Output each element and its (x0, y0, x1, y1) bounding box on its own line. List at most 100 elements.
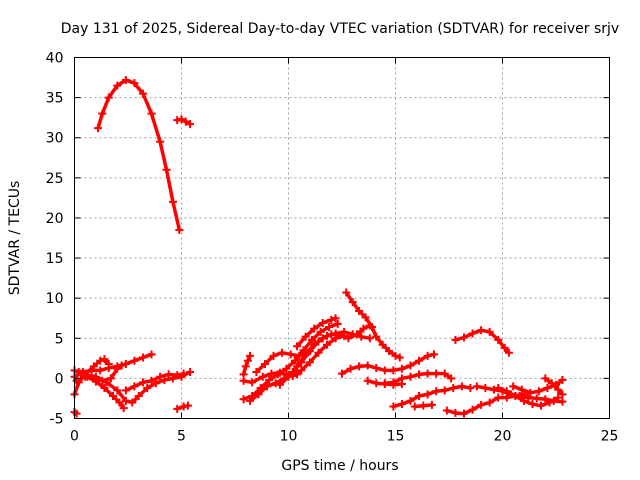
plot-frame (74, 57, 610, 419)
y-tick-label: 35 (46, 91, 64, 107)
data-point (440, 386, 449, 395)
data-point (509, 382, 518, 391)
data-point (245, 396, 254, 405)
data-point (481, 384, 490, 393)
data-point (301, 350, 310, 359)
data-point (485, 398, 494, 407)
data-point (130, 356, 139, 365)
data-point (269, 351, 278, 360)
data-point (318, 334, 327, 343)
series-line (445, 392, 526, 416)
data-point (517, 385, 526, 394)
data-point (451, 408, 460, 417)
data-point (241, 362, 250, 371)
data-point (338, 369, 346, 378)
data-point (243, 356, 252, 365)
y-tick-label: 0 (55, 371, 64, 387)
y-tick-label: -5 (50, 412, 64, 428)
data-point (558, 375, 567, 384)
data-point (423, 390, 432, 399)
series-arc-z (541, 374, 567, 399)
data-point (355, 307, 364, 316)
x-tick-label: 10 (280, 429, 298, 445)
x-tick-label: 5 (177, 429, 186, 445)
data-point (423, 369, 432, 378)
data-point (173, 404, 182, 413)
series-arc-t (410, 400, 436, 411)
data-point (380, 366, 389, 375)
data-point (162, 165, 171, 174)
series-line (344, 290, 402, 360)
data-point (74, 367, 83, 376)
data-point (432, 387, 441, 396)
data-point (100, 384, 109, 393)
data-point (305, 358, 314, 367)
data-point (365, 334, 374, 343)
data-point (106, 374, 115, 383)
data-point (357, 332, 366, 341)
data-point (547, 379, 556, 388)
data-point (293, 342, 302, 351)
data-point (378, 340, 387, 349)
data-point (391, 351, 400, 360)
data-point (543, 384, 552, 393)
series-arc-short-5h (173, 115, 195, 129)
series-arc-m (288, 331, 349, 380)
data-point (554, 393, 563, 402)
data-point (301, 332, 310, 341)
data-point (459, 333, 468, 342)
data-point (502, 387, 511, 396)
data-point (239, 395, 248, 404)
data-point (485, 327, 494, 336)
data-point (363, 376, 372, 385)
data-point (156, 137, 165, 146)
data-point (558, 397, 567, 406)
data-point (346, 364, 355, 373)
data-point (119, 404, 128, 413)
data-point (519, 396, 528, 405)
data-point (415, 392, 424, 401)
series-arc-i (239, 319, 342, 404)
data-point (327, 315, 336, 324)
data-point (252, 367, 261, 376)
data-point (541, 395, 550, 404)
data-point (348, 298, 357, 307)
data-point (282, 364, 291, 373)
series-arc-o (338, 350, 439, 378)
data-point (359, 324, 368, 333)
x-tick-label: 0 (70, 429, 79, 445)
data-point (260, 359, 269, 368)
data-point (87, 366, 96, 375)
series-arc-s (389, 382, 475, 411)
data-point (554, 385, 563, 394)
data-point (504, 348, 513, 357)
data-point (372, 379, 381, 388)
grid-lines (74, 57, 610, 419)
series-line (391, 384, 473, 409)
data-point (186, 120, 195, 129)
data-point (258, 372, 267, 381)
data-point (389, 366, 398, 375)
data-point (72, 409, 81, 418)
data-point (494, 384, 503, 393)
axis-ticks: 0 5 10 15 20 25 -5 0 5 10 15 20 25 30 35 40 (46, 51, 619, 445)
series-line (543, 376, 565, 397)
data-point (273, 370, 282, 379)
data-point (468, 329, 477, 338)
data-point (466, 384, 475, 393)
data-point (297, 366, 306, 375)
data-point (449, 384, 458, 393)
data-point (427, 400, 436, 409)
data-point (138, 378, 147, 387)
data-point (389, 402, 398, 411)
data-point (318, 319, 327, 328)
data-point (177, 115, 186, 124)
data-point (288, 371, 297, 380)
data-point (113, 386, 122, 395)
data-point (130, 79, 139, 88)
data-point (100, 355, 109, 364)
data-point (98, 109, 107, 118)
data-point (271, 379, 280, 388)
y-tick-label: 10 (46, 291, 64, 307)
data-point (372, 332, 381, 341)
